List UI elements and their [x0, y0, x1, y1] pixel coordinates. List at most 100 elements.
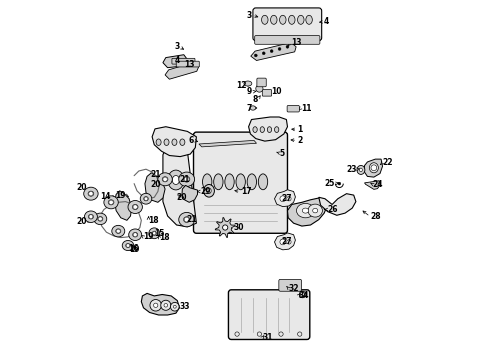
Text: 7: 7 [247, 104, 252, 112]
Circle shape [116, 229, 120, 233]
Ellipse shape [144, 197, 148, 201]
Ellipse shape [162, 177, 168, 182]
Text: 34: 34 [298, 292, 309, 300]
Text: 32: 32 [289, 284, 299, 293]
FancyBboxPatch shape [172, 58, 195, 64]
Text: 11: 11 [301, 104, 311, 112]
Circle shape [256, 85, 263, 92]
Text: 15: 15 [154, 229, 165, 238]
Ellipse shape [204, 184, 215, 197]
Ellipse shape [172, 139, 177, 145]
Circle shape [257, 332, 262, 336]
Polygon shape [115, 191, 132, 220]
Ellipse shape [270, 15, 277, 24]
Ellipse shape [180, 139, 185, 145]
Ellipse shape [116, 229, 121, 233]
Text: 22: 22 [383, 158, 393, 167]
Ellipse shape [164, 139, 169, 145]
Ellipse shape [274, 127, 279, 132]
Text: 24: 24 [373, 180, 383, 189]
Text: 21: 21 [187, 215, 197, 224]
Circle shape [133, 205, 137, 209]
Polygon shape [145, 173, 165, 202]
Ellipse shape [308, 204, 322, 217]
Polygon shape [251, 42, 296, 60]
Text: 28: 28 [370, 212, 381, 221]
Text: 25: 25 [324, 179, 334, 188]
Circle shape [153, 232, 156, 235]
Text: 6: 6 [189, 136, 194, 145]
Polygon shape [199, 140, 257, 147]
Ellipse shape [369, 163, 378, 173]
Circle shape [235, 332, 239, 336]
Ellipse shape [250, 106, 256, 110]
Circle shape [144, 197, 147, 201]
Text: 31: 31 [262, 333, 273, 342]
Ellipse shape [161, 300, 171, 310]
Ellipse shape [104, 196, 118, 209]
Polygon shape [182, 185, 197, 202]
Ellipse shape [88, 215, 94, 219]
Text: 14: 14 [100, 192, 111, 201]
FancyBboxPatch shape [253, 8, 321, 41]
Ellipse shape [122, 240, 134, 251]
Ellipse shape [360, 168, 363, 172]
Circle shape [133, 233, 137, 237]
Ellipse shape [112, 225, 125, 237]
Text: 12: 12 [236, 81, 247, 90]
Text: 17: 17 [241, 187, 251, 196]
Circle shape [287, 240, 291, 244]
Text: 18: 18 [159, 233, 170, 242]
Circle shape [222, 225, 228, 230]
Ellipse shape [184, 217, 190, 222]
Ellipse shape [128, 201, 143, 213]
Ellipse shape [168, 170, 184, 190]
FancyBboxPatch shape [257, 78, 266, 87]
Text: 4: 4 [323, 17, 329, 26]
Circle shape [278, 48, 281, 50]
Text: 19: 19 [115, 191, 125, 199]
Ellipse shape [214, 174, 223, 190]
Ellipse shape [184, 176, 190, 182]
Circle shape [184, 217, 189, 222]
Ellipse shape [236, 174, 245, 190]
Text: 19: 19 [129, 245, 140, 253]
Ellipse shape [88, 191, 94, 196]
Circle shape [280, 239, 286, 245]
Ellipse shape [152, 231, 156, 235]
Text: 21: 21 [151, 170, 161, 179]
Circle shape [279, 332, 283, 336]
Circle shape [163, 177, 167, 181]
Circle shape [262, 52, 265, 55]
Ellipse shape [202, 174, 212, 190]
Text: 1: 1 [297, 125, 302, 134]
Text: 21: 21 [179, 175, 190, 184]
Polygon shape [288, 198, 327, 226]
Ellipse shape [94, 213, 107, 225]
Text: 29: 29 [200, 187, 211, 196]
Polygon shape [274, 190, 295, 207]
Circle shape [126, 244, 130, 247]
Ellipse shape [149, 228, 160, 239]
Polygon shape [248, 117, 288, 141]
Circle shape [89, 215, 93, 219]
Ellipse shape [108, 200, 114, 205]
Ellipse shape [126, 243, 130, 248]
Polygon shape [365, 181, 380, 189]
Circle shape [297, 332, 302, 336]
Ellipse shape [253, 127, 257, 132]
Ellipse shape [299, 291, 306, 298]
Polygon shape [165, 62, 199, 79]
Ellipse shape [244, 81, 252, 86]
Text: 3: 3 [174, 42, 179, 51]
Text: 8: 8 [252, 94, 258, 104]
Ellipse shape [133, 233, 138, 237]
Ellipse shape [172, 175, 179, 184]
Ellipse shape [84, 211, 98, 222]
Ellipse shape [258, 174, 268, 190]
Ellipse shape [140, 193, 152, 204]
Text: 20: 20 [151, 180, 161, 189]
Text: 18: 18 [148, 216, 159, 225]
FancyBboxPatch shape [228, 290, 310, 339]
Ellipse shape [158, 173, 172, 186]
